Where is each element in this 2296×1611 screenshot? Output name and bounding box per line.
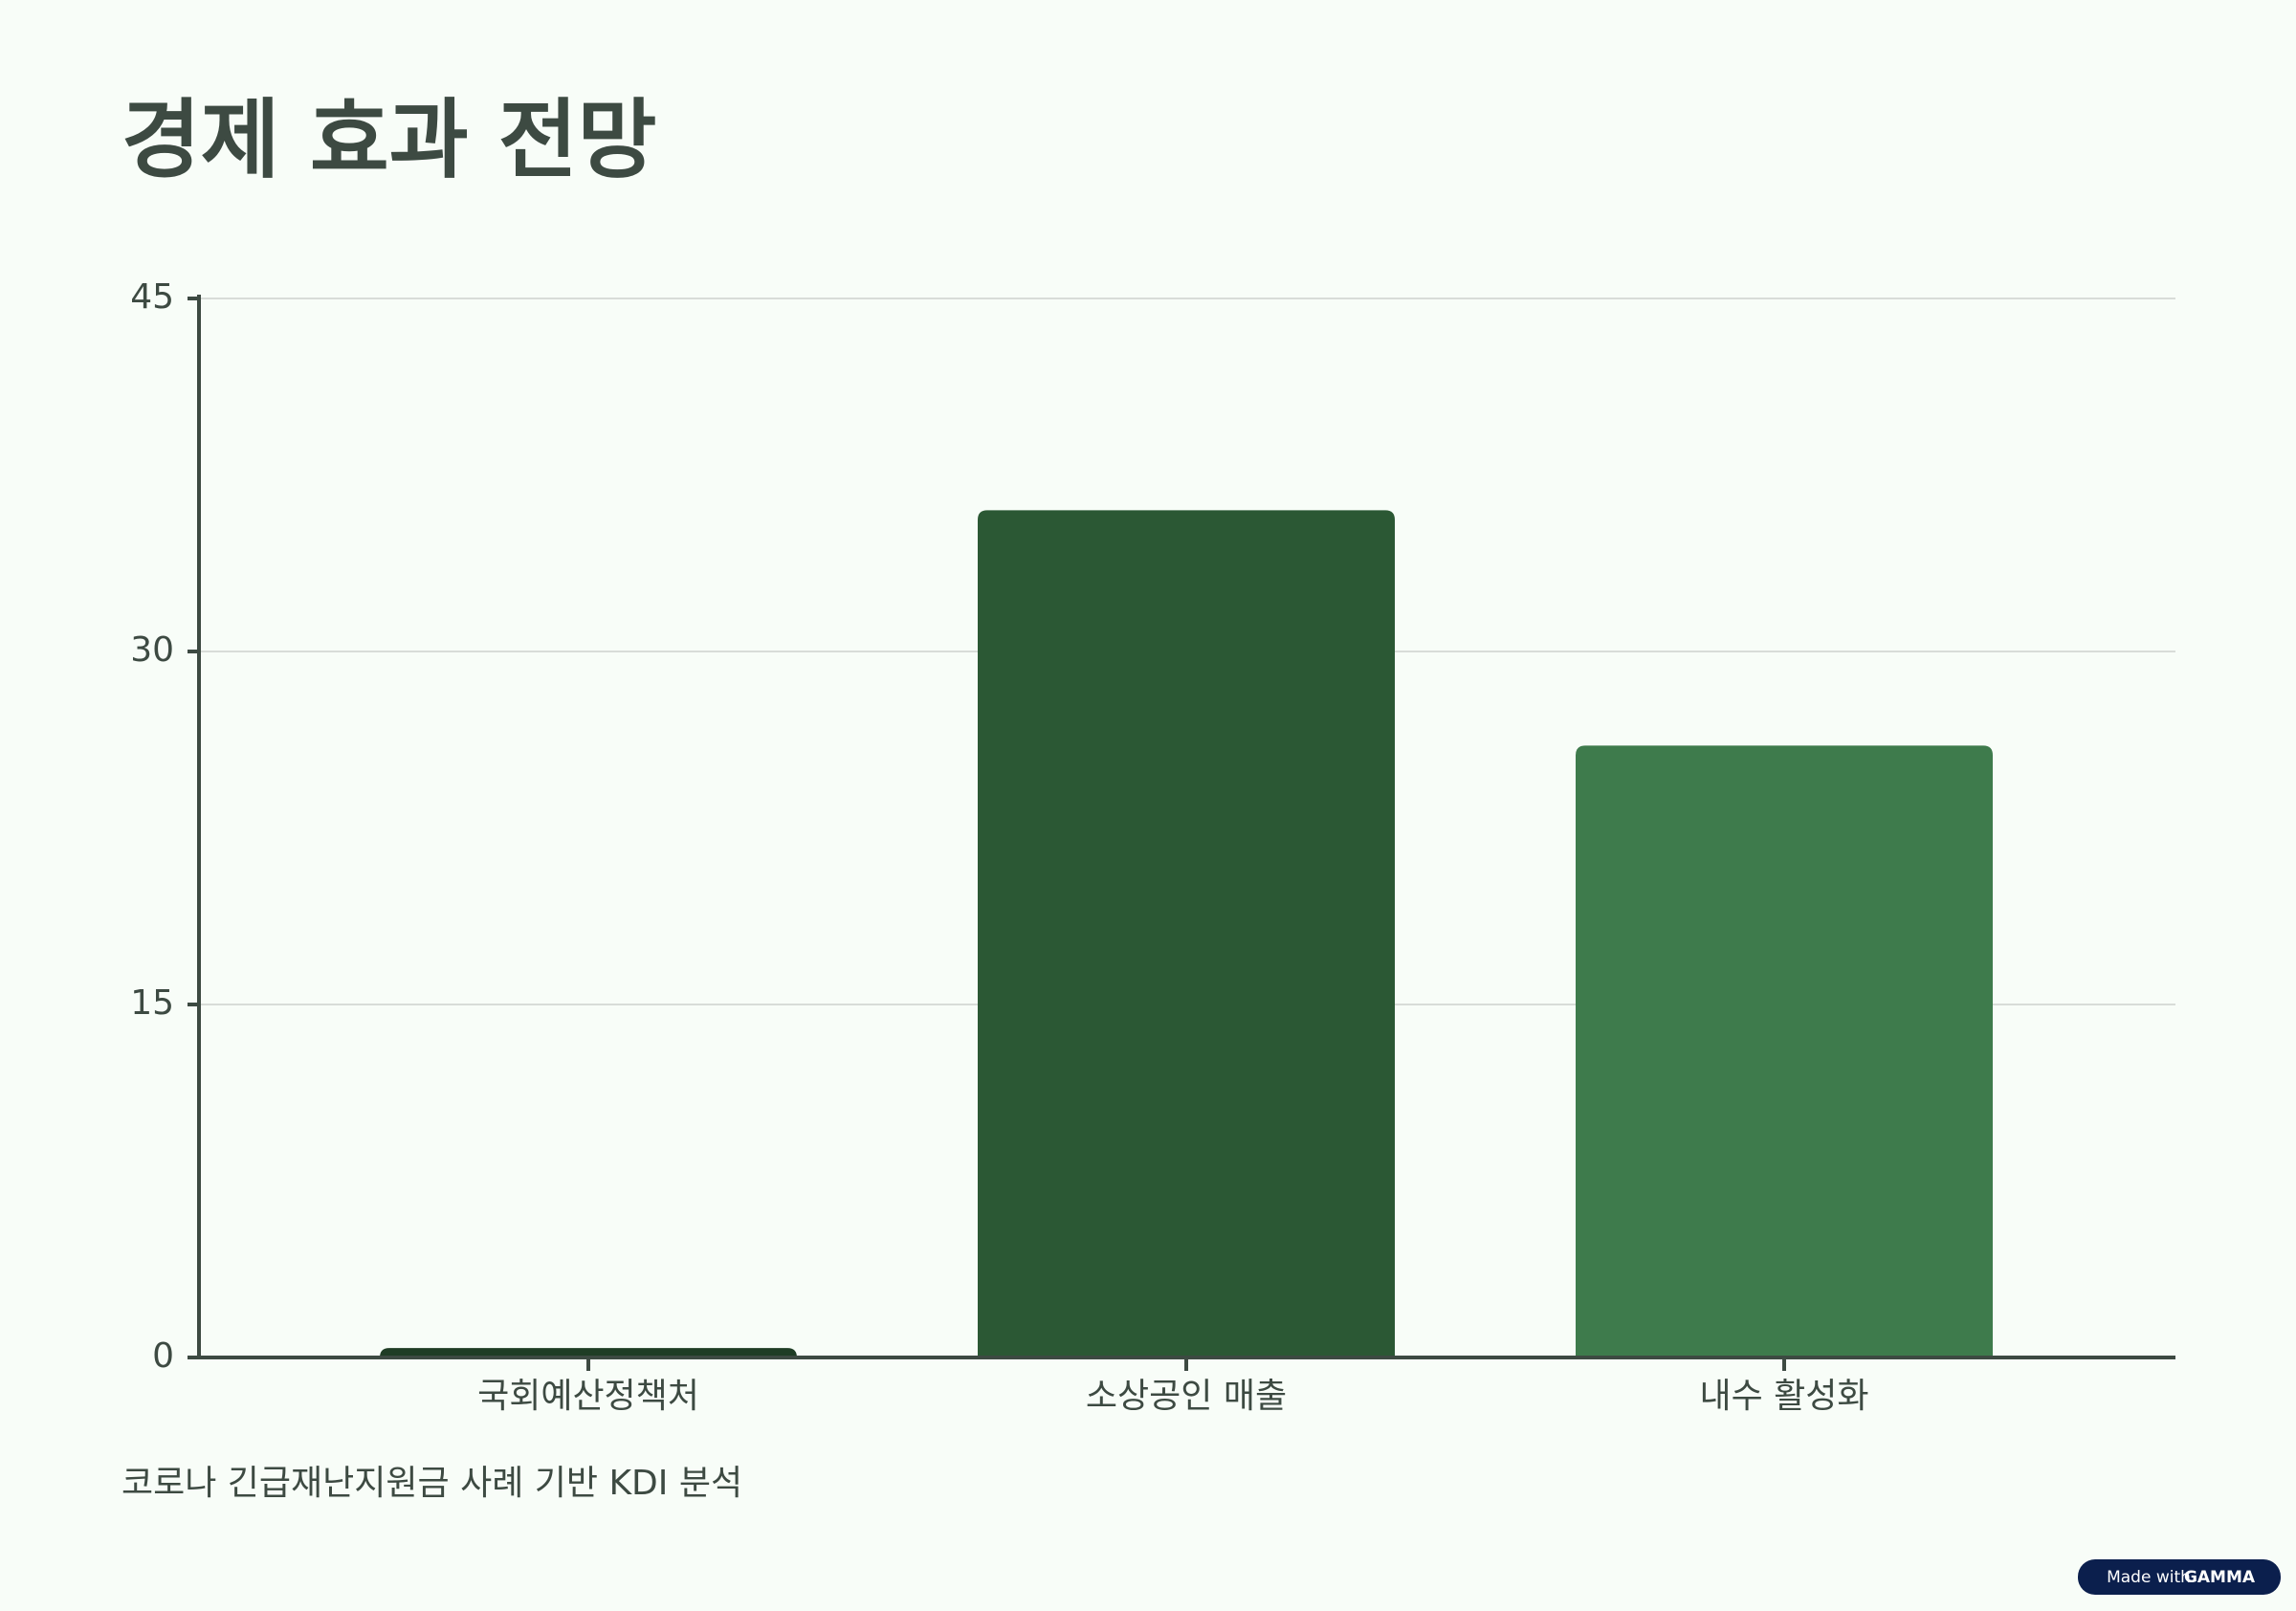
footnote: 코로나 긴급재난지원금 사례 기반 KDI 분석 xyxy=(121,1464,742,1503)
chart-title: 경제 효과 전망 xyxy=(121,90,656,190)
y-tick-label: 45 xyxy=(130,277,174,317)
bar xyxy=(978,510,1395,1357)
y-tick-label: 15 xyxy=(130,983,174,1023)
x-tick-label: 내수 활성화 xyxy=(1699,1377,1868,1416)
y-tick-label: 0 xyxy=(152,1336,174,1376)
x-tick-label: 소상공인 매출 xyxy=(1086,1377,1287,1416)
x-tick-label: 국회예산정책처 xyxy=(477,1377,699,1416)
bar xyxy=(380,1348,797,1357)
badge-brand: GAMMA xyxy=(2184,1568,2256,1587)
badge[interactable]: Made with GAMMA xyxy=(2078,1559,2281,1595)
y-tick-label: 30 xyxy=(130,630,174,670)
badge-bg xyxy=(2078,1559,2281,1595)
badge-prefix: Made with xyxy=(2107,1568,2191,1587)
bar xyxy=(1576,745,1993,1357)
